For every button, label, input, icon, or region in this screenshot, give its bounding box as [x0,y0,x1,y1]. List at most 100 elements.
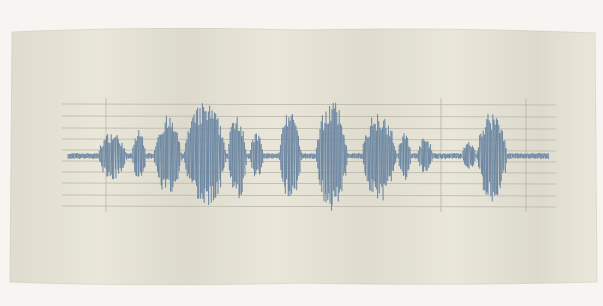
stitch [330,106,331,203]
stitch [372,118,373,179]
stitch [105,140,106,168]
stitch [382,128,383,200]
stitch [507,155,508,159]
stitch [138,137,139,177]
stitch [291,116,292,193]
stitch [300,147,301,172]
stitch [88,154,89,158]
stitch [200,109,201,199]
stitch [546,155,547,159]
stitch [226,154,227,158]
stitch [440,154,441,158]
stitch [364,142,365,173]
stitch [456,154,457,158]
stitch [296,126,297,189]
stitch [79,154,80,158]
stitch [246,150,247,165]
stitch [212,111,213,186]
stitch [362,154,363,158]
stitch [496,119,497,194]
stitch [259,136,260,174]
stitch [465,148,466,165]
stitch [163,134,164,180]
stitch [453,154,454,158]
stitch [302,154,303,158]
stitch [434,154,435,158]
stitch [369,137,370,190]
stitch [148,154,149,159]
stitch [202,104,203,199]
stitch [284,128,285,187]
stitch [172,123,173,186]
stitch [195,123,196,181]
stitch [142,137,143,171]
stitch [121,146,122,171]
stitch [192,122,193,182]
stitch [147,155,148,159]
stitch [150,154,151,158]
stitch [268,154,269,158]
stitch [271,155,272,158]
stitch [249,154,250,158]
stitch [210,106,211,186]
stitch [405,139,406,179]
stitch [327,124,328,200]
stitch [187,140,188,176]
stitch [288,127,289,196]
stitch [402,143,403,171]
stitch [75,154,76,158]
stitch [441,155,442,159]
stitch [482,137,483,176]
stitch [314,154,315,158]
stitch [280,145,281,169]
stitch [204,108,205,203]
stitch [190,128,191,178]
stitch [128,154,129,158]
stitch [158,138,159,177]
stitch [135,139,136,175]
stitch [244,143,245,175]
stitch [346,146,347,165]
stitch [510,154,511,158]
stitch [540,154,541,159]
stitch [106,136,107,176]
stitch [416,154,417,158]
stitch [348,154,349,158]
stitch [254,143,255,176]
stitch [170,118,171,191]
stitch [447,154,448,158]
stitch [294,120,295,187]
stitch [96,154,97,158]
stitch [120,144,121,168]
stitch [92,154,93,158]
stitch [248,154,249,158]
stitch [94,154,95,158]
stitch [100,146,101,163]
stitch [175,132,176,181]
stitch [115,138,116,169]
stitch [448,154,449,157]
stitch [82,154,83,158]
stitch [471,148,472,166]
page: (() => { const data = JSON.parse(documen… [0,0,603,306]
stitch [343,135,344,175]
stitch [258,141,259,169]
stitch [493,115,494,192]
stitch [309,154,310,158]
stitch [463,151,464,160]
stitch [421,148,422,164]
stitch [176,132,177,179]
stitch [466,145,467,166]
stitch [230,132,231,177]
stitch [415,154,416,158]
stitch [321,122,322,192]
stitch [183,154,184,157]
stitch [140,137,141,172]
stitch [458,154,459,159]
stitch [70,154,71,158]
stitch [250,151,251,162]
stitch [357,154,358,158]
stitch [464,148,465,164]
stitch [241,127,242,194]
stitch [522,154,523,158]
